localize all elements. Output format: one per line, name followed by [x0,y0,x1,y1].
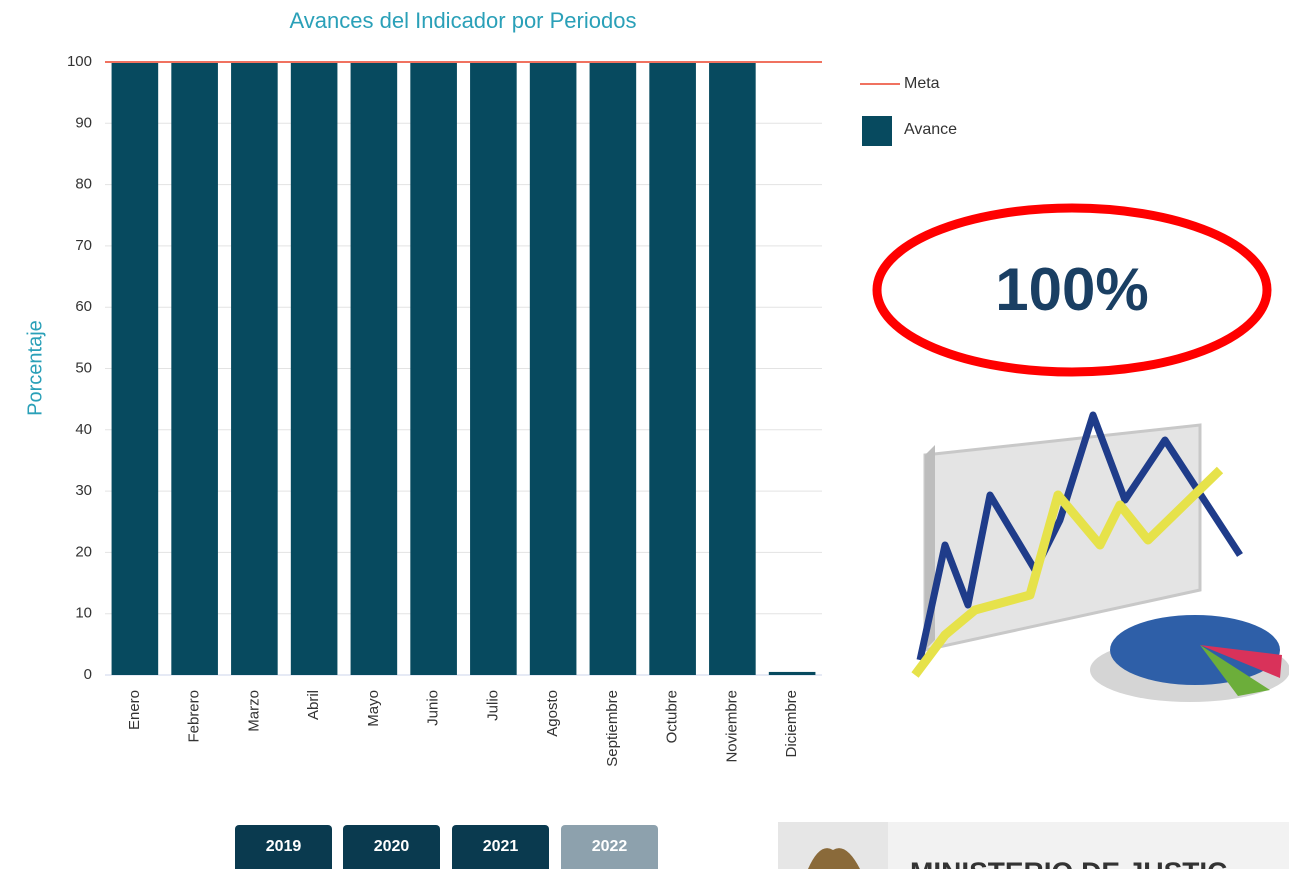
clip-art [915,415,1289,702]
x-tick-label: Enero [126,690,143,730]
y-tick-label: 30 [75,482,92,499]
legend-avance-label: Avance [904,121,957,138]
page: Avances del Indicador por Periodos Porce… [0,0,1289,869]
y-tick-label: 60 [75,298,92,315]
bar [112,62,159,675]
legend-meta-label: Meta [904,75,940,92]
bar [291,62,338,675]
y-tick-label: 50 [75,359,92,376]
x-tick-label: Octubre [664,690,681,743]
chart: Avances del Indicador por Periodos Porce… [0,0,1289,869]
x-tick-label: Junio [425,690,442,726]
year-button[interactable]: 2021 [452,825,549,869]
y-axis-label: Porcentaje [24,320,46,416]
y-tick-label: 90 [75,114,92,131]
x-tick-label: Febrero [186,690,203,743]
bar [649,62,696,675]
y-tick-label: 10 [75,605,92,622]
x-tick-label: Marzo [245,690,262,732]
bar [709,62,756,675]
y-tick-label: 0 [84,666,92,683]
x-tick-label: Mayo [365,690,382,727]
x-tick-label: Noviembre [723,690,740,763]
x-tick-label: Septiembre [604,690,621,767]
bar [410,62,457,675]
y-tick-label: 100 [67,53,92,70]
y-tick-label: 80 [75,176,92,193]
bar [351,62,398,675]
bar [171,62,218,675]
bar [470,62,517,675]
footer-text: MINISTERIO DE JUSTIC [910,856,1227,869]
year-button[interactable]: 2019 [235,825,332,869]
x-tick-label: Abril [305,690,322,720]
year-button[interactable]: 2022 [561,825,658,869]
chart-title: Avances del Indicador por Periodos [290,8,637,33]
bar [590,62,637,675]
x-tick-label: Diciembre [783,690,800,758]
x-tick-label: Julio [484,690,501,721]
bar [769,672,816,675]
y-tick-label: 20 [75,543,92,560]
y-tick-label: 40 [75,421,92,438]
legend-avance-swatch [862,116,892,146]
annotation: 100% [995,256,1148,323]
year-button[interactable]: 2020 [343,825,440,869]
bar [530,62,577,675]
y-tick-label: 70 [75,237,92,254]
bar [231,62,278,675]
x-tick-label: Agosto [544,690,561,737]
